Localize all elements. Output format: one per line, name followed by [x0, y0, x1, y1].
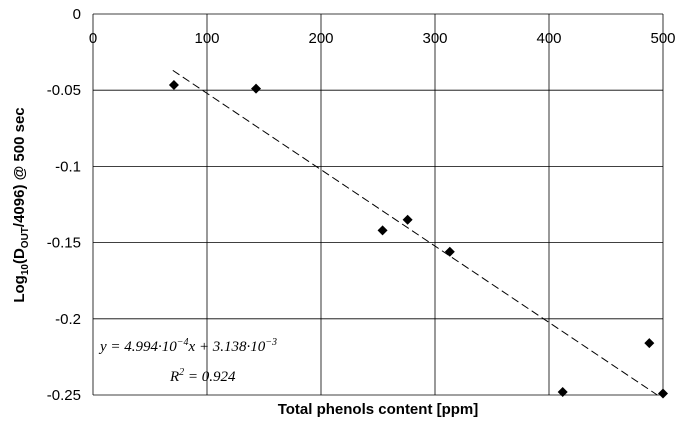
r2-part: = 0.924 — [184, 369, 236, 385]
point — [644, 338, 655, 349]
x-tick-label: 400 — [536, 30, 561, 47]
x-tick-label: 300 — [422, 30, 447, 47]
r-squared: R2 = 0.924 — [169, 367, 236, 385]
y-label-part: (D — [11, 248, 28, 264]
y-tick-label: -0.05 — [47, 82, 81, 99]
trendline — [172, 69, 658, 396]
y-axis-label: Log10(DOUT/4096) @ 500 sec — [11, 107, 31, 302]
point — [168, 80, 179, 91]
eq-part: x + 3.138·10 — [188, 339, 266, 355]
x-tick-label: 100 — [194, 30, 219, 47]
y-tick-label: 0 — [73, 6, 81, 23]
y-label-part: Log — [11, 275, 28, 303]
point — [251, 83, 262, 94]
point — [658, 388, 668, 399]
point — [402, 214, 413, 225]
x-tick-label: 0 — [89, 30, 97, 47]
equation: y = 4.994·10−4x + 3.138·10−3 — [98, 337, 277, 355]
eq-sup: −3 — [265, 337, 277, 348]
point — [557, 386, 568, 397]
y-tick-label: -0.15 — [47, 235, 81, 252]
y-tick-label: -0.1 — [55, 158, 81, 175]
x-tick-label: 200 — [308, 30, 333, 47]
y-label-sub: OUT — [20, 227, 31, 248]
r2-sup: 2 — [179, 367, 184, 378]
r2-part: R — [169, 369, 179, 385]
point — [444, 246, 455, 257]
y-tick-label: -0.2 — [55, 311, 81, 328]
y-label-part: /4096) @ 500 sec — [11, 107, 28, 227]
eq-part: y = 4.994·10 — [98, 339, 177, 355]
x-axis-label: Total phenols content [ppm] — [278, 401, 479, 418]
y-label-sub: 10 — [20, 264, 31, 276]
point — [377, 225, 388, 236]
y-tick-label: -0.25 — [47, 387, 81, 404]
x-tick-label: 500 — [650, 30, 675, 47]
eq-sup: −4 — [177, 337, 189, 348]
